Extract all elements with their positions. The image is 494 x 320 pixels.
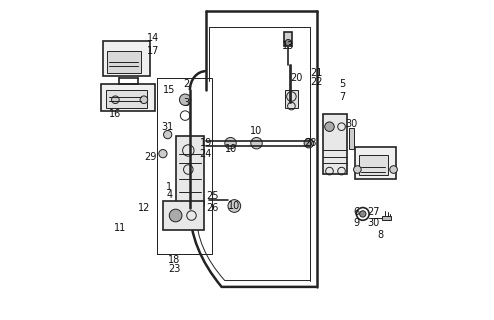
Text: 8: 8	[377, 229, 383, 240]
Text: 15: 15	[163, 85, 175, 95]
Text: 27: 27	[368, 207, 380, 217]
Circle shape	[285, 39, 291, 46]
Text: 28: 28	[304, 138, 317, 148]
Bar	[359, 155, 387, 175]
Text: 10: 10	[225, 144, 237, 154]
Text: 10: 10	[228, 201, 241, 211]
Text: 3: 3	[184, 98, 190, 108]
Circle shape	[390, 166, 397, 173]
Text: 30: 30	[346, 118, 358, 129]
Circle shape	[325, 122, 334, 132]
Circle shape	[228, 200, 241, 212]
Text: 20: 20	[290, 73, 302, 83]
Text: 18: 18	[168, 255, 180, 265]
Text: 11: 11	[114, 223, 126, 233]
Circle shape	[140, 96, 148, 104]
Text: 13: 13	[282, 41, 294, 51]
Circle shape	[225, 138, 236, 149]
Circle shape	[164, 131, 172, 139]
Circle shape	[354, 166, 361, 173]
Bar	[355, 147, 396, 179]
Text: 29: 29	[144, 152, 157, 162]
Bar	[284, 32, 292, 46]
Text: 25: 25	[206, 191, 218, 202]
Bar	[176, 136, 204, 206]
Bar	[163, 201, 204, 230]
Bar	[285, 90, 298, 108]
Text: 31: 31	[162, 122, 174, 132]
Text: 2: 2	[184, 79, 190, 89]
Bar	[101, 84, 155, 111]
Circle shape	[159, 149, 167, 158]
Text: 26: 26	[206, 203, 218, 212]
Bar	[157, 77, 212, 253]
Text: 17: 17	[147, 45, 160, 56]
Bar	[382, 215, 391, 220]
Text: 23: 23	[168, 264, 180, 275]
Circle shape	[360, 211, 366, 217]
Text: 22: 22	[311, 77, 323, 87]
Bar	[157, 77, 212, 253]
Text: 12: 12	[138, 203, 150, 212]
Bar	[107, 51, 141, 73]
Text: 19: 19	[200, 138, 212, 148]
Text: 16: 16	[109, 109, 122, 119]
Circle shape	[169, 209, 182, 222]
Bar	[348, 128, 354, 149]
Bar	[323, 114, 347, 174]
Circle shape	[304, 139, 314, 148]
Text: 14: 14	[147, 33, 160, 43]
Bar	[106, 90, 147, 108]
Text: 21: 21	[311, 68, 323, 78]
Text: 5: 5	[339, 79, 345, 89]
Text: 10: 10	[250, 126, 263, 136]
Text: 9: 9	[353, 219, 360, 228]
Circle shape	[251, 138, 262, 149]
Text: 30: 30	[368, 219, 380, 228]
Text: 6: 6	[353, 207, 360, 217]
Text: 7: 7	[339, 92, 345, 101]
Text: 4: 4	[166, 190, 172, 200]
Text: 1: 1	[166, 182, 172, 192]
Circle shape	[179, 94, 191, 105]
Text: 24: 24	[200, 149, 212, 159]
Circle shape	[112, 96, 119, 104]
Bar	[103, 41, 150, 76]
